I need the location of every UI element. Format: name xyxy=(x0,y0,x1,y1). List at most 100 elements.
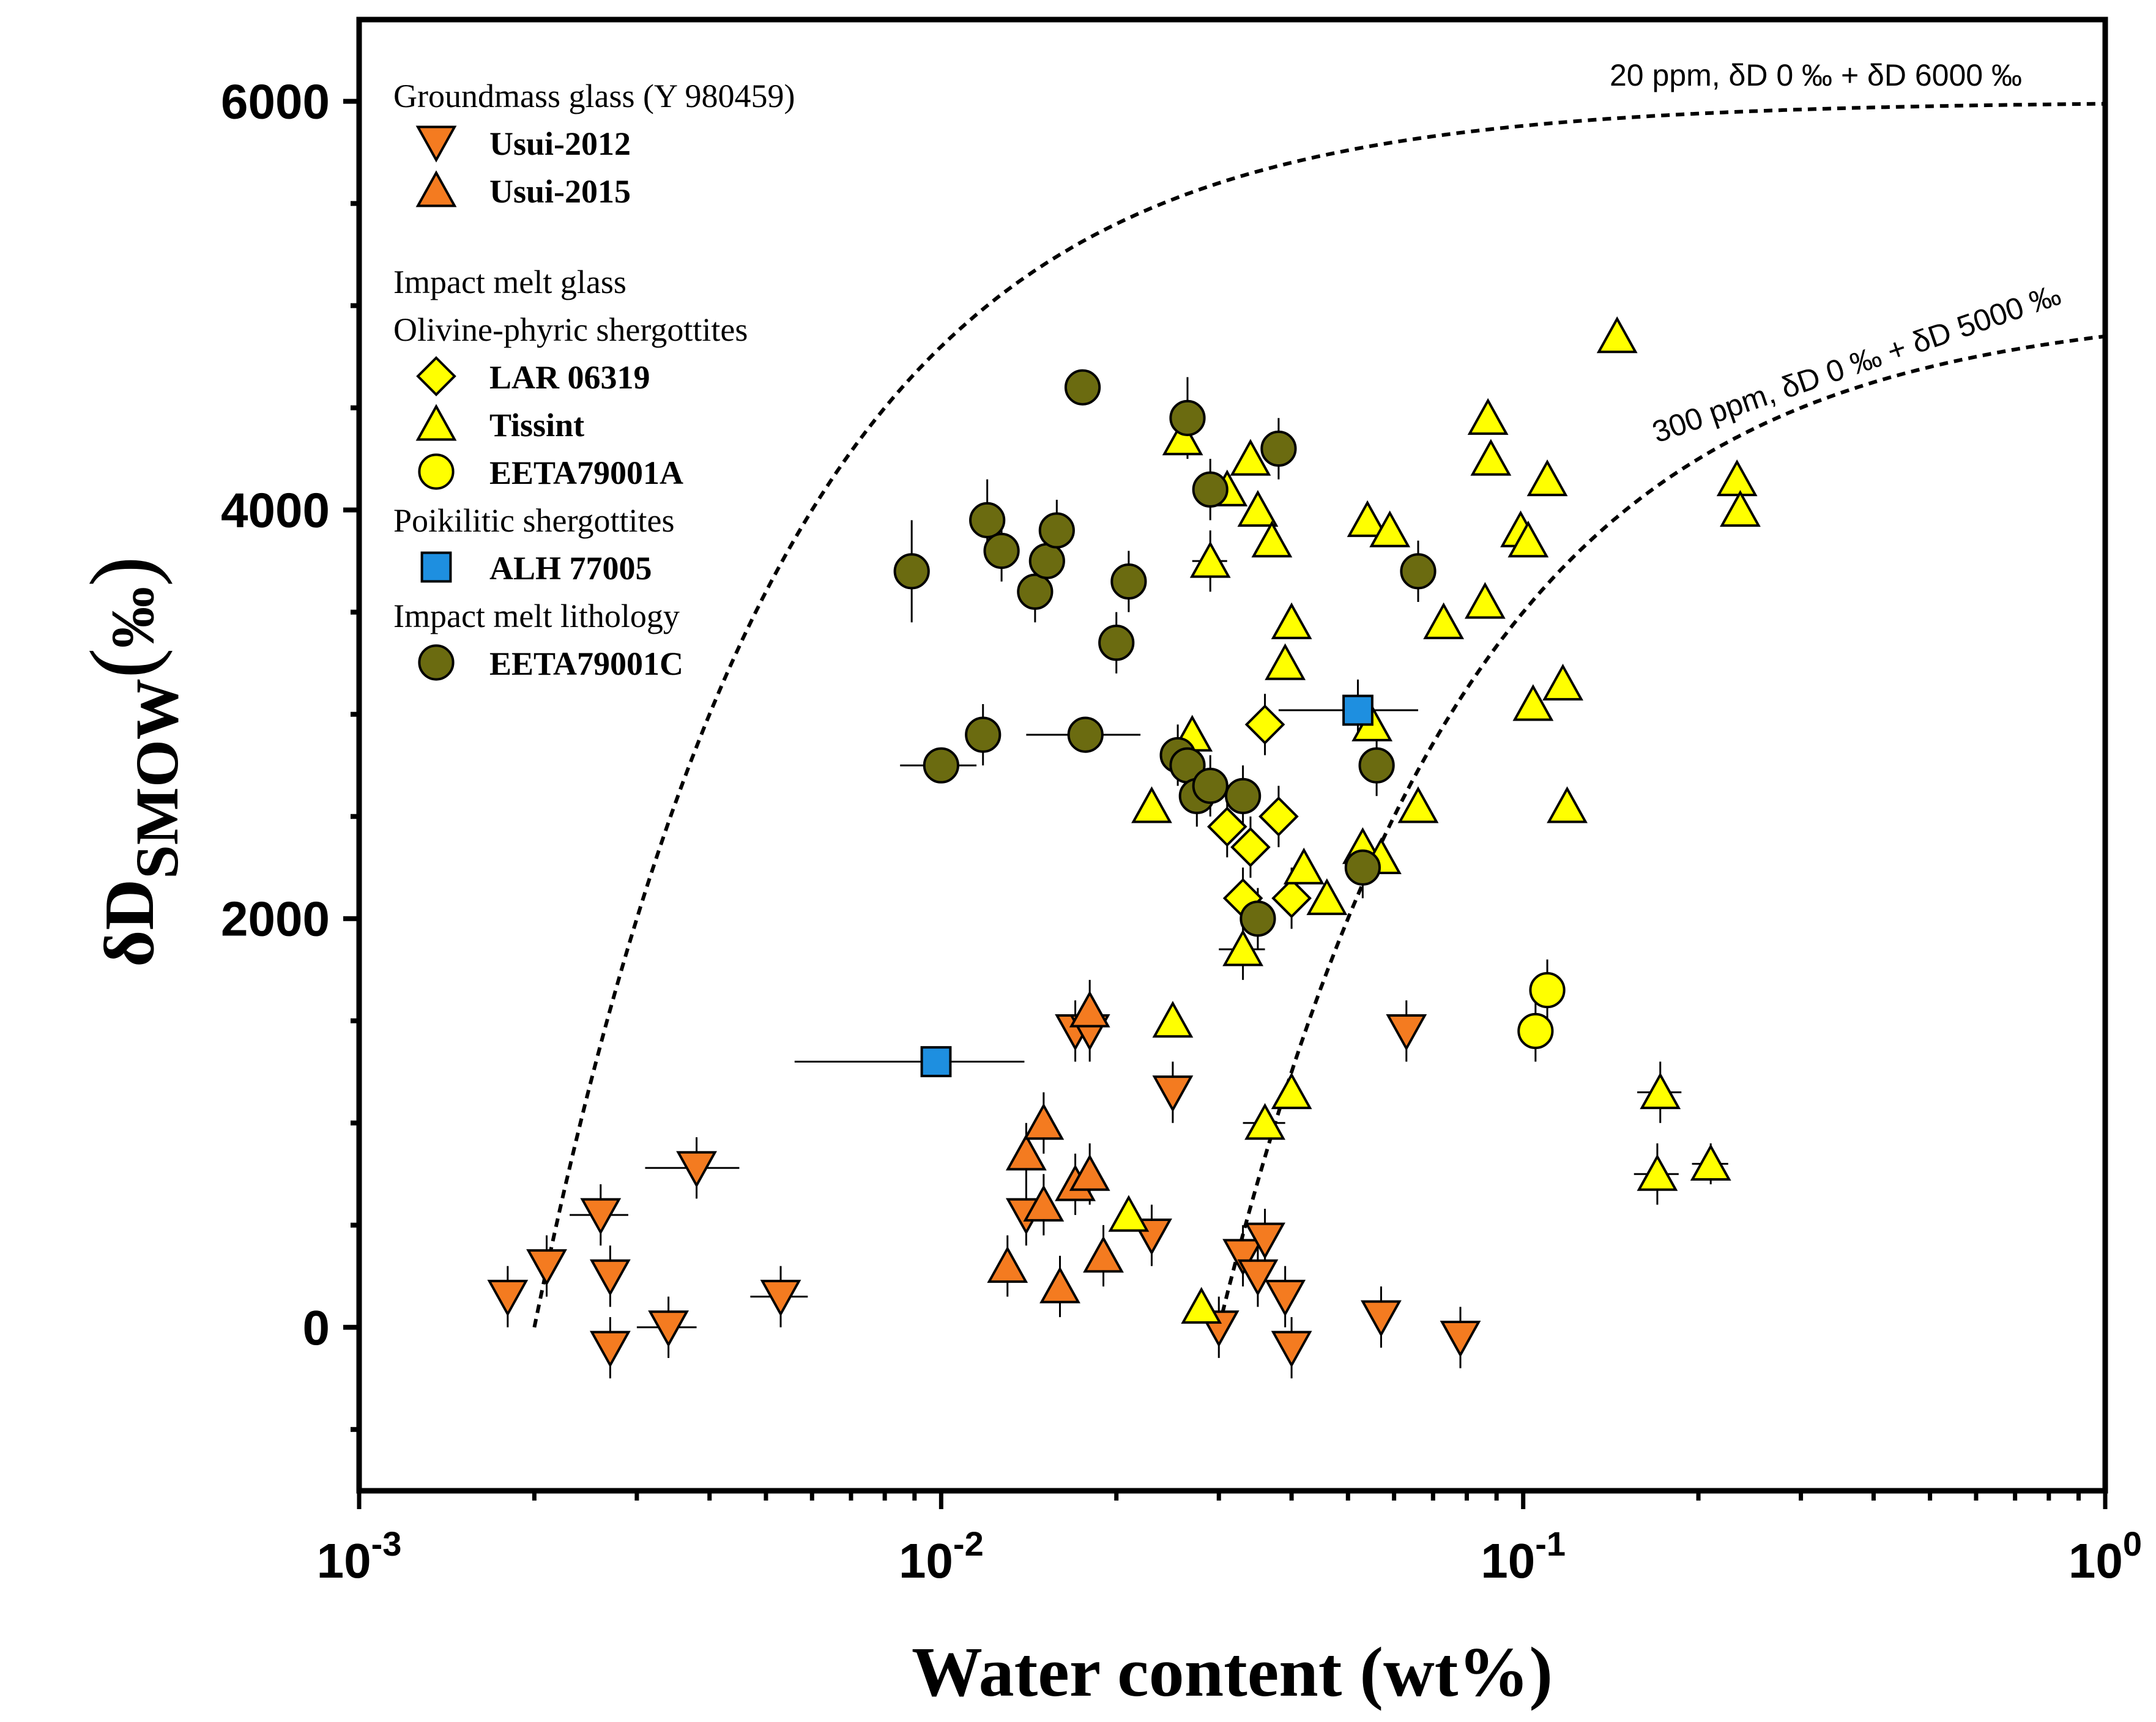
eeta79001c-point xyxy=(1192,471,1229,508)
data-points xyxy=(487,316,1761,1368)
eeta79001c-point xyxy=(1192,768,1229,804)
legend-marker-usui-2015 xyxy=(415,170,457,207)
x-axis-title: Water content (wt%) xyxy=(912,1633,1553,1712)
legend-label: Usui-2015 xyxy=(489,173,631,210)
eeta79001c-point xyxy=(1358,747,1395,784)
eeta79001c-point xyxy=(1344,849,1381,886)
tissint-point xyxy=(1230,439,1271,476)
tissint-point xyxy=(1162,418,1203,456)
eeta79001c-point xyxy=(1098,625,1135,661)
tissint-point xyxy=(1467,398,1509,435)
lar-06319-point xyxy=(1271,878,1312,919)
usui-2012-point xyxy=(589,1330,631,1368)
y-axis-title: δDSMOW(‰) xyxy=(72,556,191,967)
usui-2015-point xyxy=(1069,990,1110,1028)
tissint-point xyxy=(1306,878,1348,915)
eeta79001c-point xyxy=(1038,512,1075,549)
legend-header: Impact melt lithology xyxy=(393,598,680,634)
usui-2015-point xyxy=(1023,1103,1065,1140)
eeta79001c-point xyxy=(1169,399,1206,436)
x-tick-label: 100 xyxy=(2069,1524,2142,1588)
usui-2012-point xyxy=(526,1249,567,1286)
legend-marker-eeta79001c xyxy=(418,644,455,681)
usui-2012-point xyxy=(1440,1320,1481,1358)
legend-label: Usui-2012 xyxy=(489,125,631,162)
legend-header: Groundmass glass (Y 980459) xyxy=(393,78,795,114)
alh-77005-point xyxy=(920,1046,952,1077)
legend-label: Tissint xyxy=(489,407,584,443)
usui-2012-point xyxy=(589,1259,631,1296)
usui-2012-point xyxy=(676,1151,717,1188)
curve-labels: 20 ppm, δD 0 ‰ + δD 6000 ‰ 300 ppm, δD 0 … xyxy=(1610,58,2065,450)
legend-label: LAR 06319 xyxy=(489,359,650,396)
eeta79001c-point xyxy=(983,532,1020,570)
legend-label: EETA79001C xyxy=(489,645,683,682)
y-tick-label: 2000 xyxy=(221,892,330,946)
eeta79001a-point xyxy=(1517,1012,1554,1050)
tissint-point xyxy=(1131,786,1172,823)
x-tick-label: 10-1 xyxy=(1481,1524,1566,1588)
eeta79001c-point xyxy=(965,716,1002,753)
eeta79001c-point xyxy=(1017,573,1054,610)
tissint-point xyxy=(1237,490,1279,527)
tissint-point xyxy=(1507,521,1549,558)
legend-marker-usui-2012 xyxy=(415,125,457,163)
tissint-point xyxy=(1637,1154,1678,1191)
lar-06319-point xyxy=(1244,704,1285,745)
legend-marker-eeta79001a xyxy=(418,453,455,490)
usui-2012-point xyxy=(1152,1075,1194,1113)
usui-2012-point xyxy=(487,1280,529,1317)
y-tick-label: 6000 xyxy=(221,75,330,129)
usui-2015-point xyxy=(1023,1184,1065,1222)
lar-06319-point xyxy=(1206,806,1247,847)
tissint-point xyxy=(1596,316,1638,354)
tissint-point xyxy=(1640,1072,1681,1110)
y-tick-label: 4000 xyxy=(221,483,330,538)
usui-2015-point xyxy=(987,1245,1028,1283)
tissint-point xyxy=(1152,1001,1194,1038)
eeta79001c-point xyxy=(969,502,1006,538)
tissint-point xyxy=(1690,1143,1731,1181)
curve-label-300ppm: 300 ppm, δD 0 ‰ + δD 5000 ‰ xyxy=(1648,277,2065,449)
usui-2015-point xyxy=(1039,1266,1080,1304)
tissint-point xyxy=(1108,1195,1150,1232)
plot-frame xyxy=(356,17,2108,1494)
legend-marker-alh-77005 xyxy=(420,551,452,583)
tissint-point xyxy=(1283,847,1325,885)
usui-2012-point xyxy=(648,1310,690,1348)
tissint-point xyxy=(1423,602,1465,639)
tissint-point xyxy=(1271,602,1312,639)
tissint-point xyxy=(1464,582,1506,619)
usui-2015-point xyxy=(1083,1236,1124,1273)
lar-06319-point xyxy=(1230,826,1271,867)
usui-2012-point xyxy=(580,1198,622,1235)
eeta79001c-point xyxy=(1064,369,1101,406)
eeta79001c-point xyxy=(1028,543,1065,579)
usui-2012-point xyxy=(1265,1280,1306,1317)
eeta79001c-point xyxy=(1067,716,1104,753)
tissint-point xyxy=(1470,439,1512,476)
usui-2015-point xyxy=(1069,1154,1110,1191)
tissint-point xyxy=(1222,929,1264,967)
tissint-point xyxy=(1369,510,1411,547)
usui-2012-point xyxy=(1271,1330,1312,1368)
mixing-curves xyxy=(532,102,2105,1328)
tissint-point xyxy=(1547,786,1588,823)
y-tick-label: 0 xyxy=(303,1301,330,1355)
legend-header: Olivine-phyric shergottites xyxy=(393,311,748,348)
legend-label: ALH 77005 xyxy=(489,550,652,587)
eeta79001c-point xyxy=(1110,563,1147,600)
mixing-curve-1 xyxy=(532,102,2105,1328)
eeta79001c-point xyxy=(1400,553,1437,590)
tissint-point xyxy=(1720,490,1761,527)
curve-label-20ppm: 20 ppm, δD 0 ‰ + δD 6000 ‰ xyxy=(1610,58,2022,92)
tissint-point xyxy=(1265,643,1306,680)
usui-2015-point xyxy=(1005,1134,1047,1171)
eeta79001c-point xyxy=(1225,777,1262,814)
tissint-point xyxy=(1512,684,1554,721)
eeta79001a-point xyxy=(1529,972,1566,1009)
legend-label: EETA79001A xyxy=(489,455,683,491)
tissint-point xyxy=(1244,1103,1285,1140)
usui-2012-point xyxy=(1361,1300,1402,1337)
